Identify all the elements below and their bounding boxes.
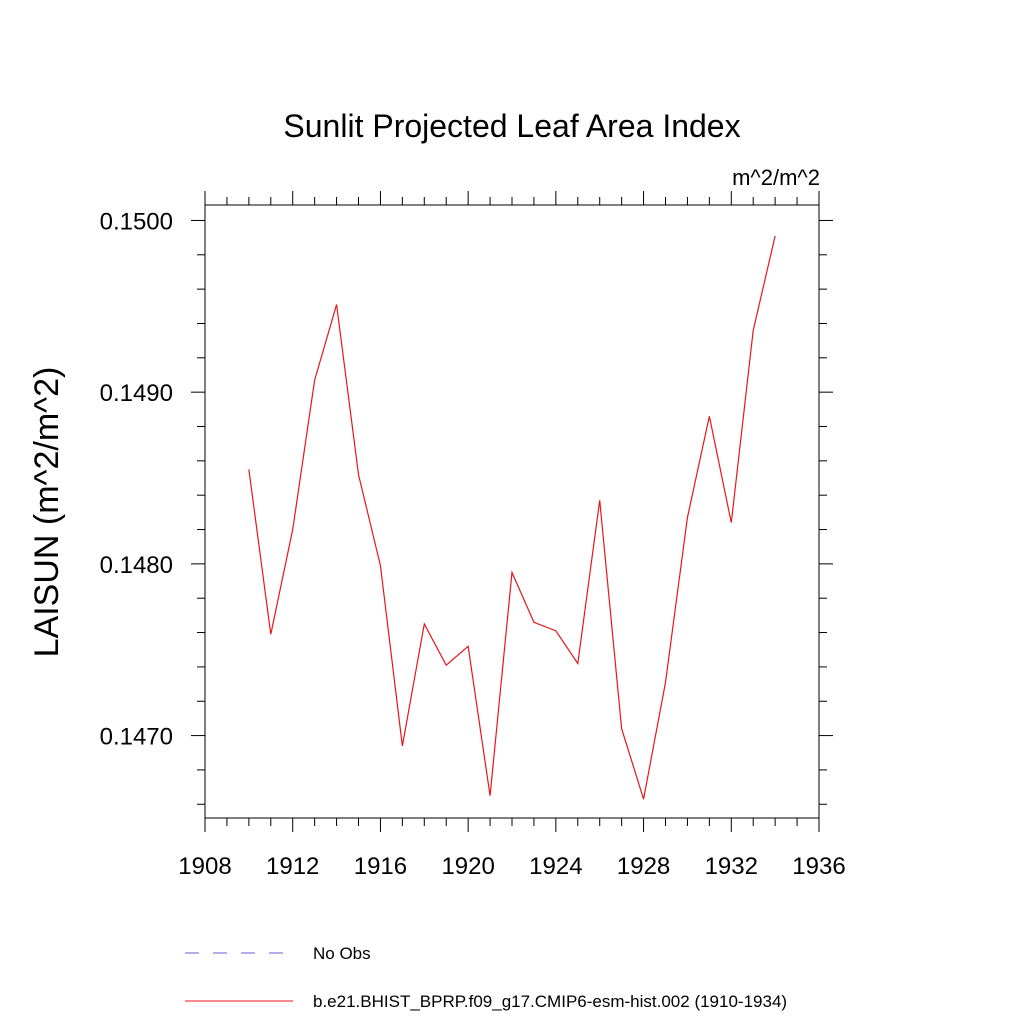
chart-title: Sunlit Projected Leaf Area Index bbox=[283, 108, 740, 144]
x-tick-labels: 1908 1912 1916 1920 1924 1928 1932 1936 bbox=[178, 853, 845, 880]
series-line bbox=[248, 235, 776, 800]
x-tick-label: 1920 bbox=[441, 853, 494, 880]
y-tick-label: 0.1490 bbox=[100, 380, 173, 407]
y-axis-label: LAISUN (m^2/m^2) bbox=[28, 367, 66, 658]
x-tick-label: 1936 bbox=[792, 853, 845, 880]
series-group bbox=[248, 235, 776, 800]
x-tick-label: 1932 bbox=[705, 853, 758, 880]
y-tick-label: 0.1500 bbox=[100, 208, 173, 235]
x-tick-label: 1928 bbox=[617, 853, 670, 880]
y-tick-label: 0.1470 bbox=[100, 724, 173, 751]
x-tick-label: 1916 bbox=[354, 853, 407, 880]
x-tick-label: 1912 bbox=[266, 853, 319, 880]
legend-label-2: b.e21.BHIST_BPRP.f09_g17.CMIP6-esm-hist.… bbox=[313, 992, 787, 1011]
legend-label-1: No Obs bbox=[313, 944, 371, 963]
axis-ticks bbox=[191, 191, 833, 832]
x-tick-label: 1924 bbox=[529, 853, 582, 880]
x-tick-label: 1908 bbox=[178, 853, 231, 880]
plot-frame bbox=[204, 204, 820, 819]
y-tick-label: 0.1480 bbox=[100, 552, 173, 579]
units-label: m^2/m^2 bbox=[732, 165, 820, 190]
y-tick-labels: 0.1470 0.1480 0.1490 0.1500 bbox=[100, 208, 173, 750]
legend: No Obs b.e21.BHIST_BPRP.f09_g17.CMIP6-esm… bbox=[185, 944, 787, 1011]
